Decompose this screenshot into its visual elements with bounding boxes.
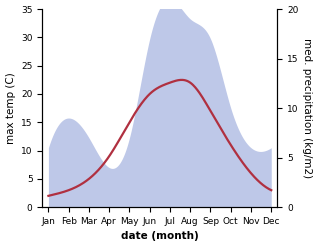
X-axis label: date (month): date (month): [121, 231, 199, 242]
Y-axis label: max temp (C): max temp (C): [5, 72, 16, 144]
Y-axis label: med. precipitation (kg/m2): med. precipitation (kg/m2): [302, 38, 313, 178]
